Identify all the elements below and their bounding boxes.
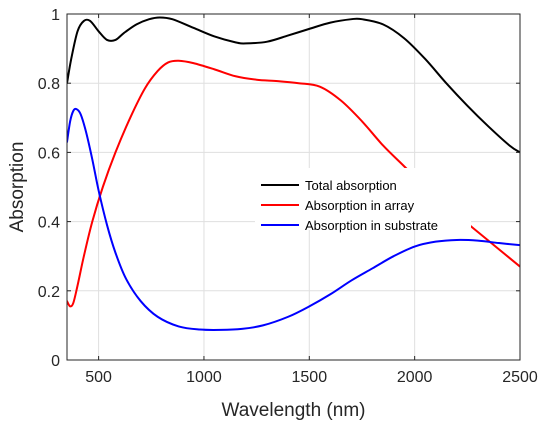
y-tick-label: 0.6 <box>38 145 60 162</box>
y-tick-label: 1 <box>51 7 60 24</box>
plot-area-border <box>66 13 521 361</box>
x-tick-label: 2500 <box>502 369 538 386</box>
legend-entry-total: Total absorption <box>261 178 397 193</box>
axis-ticks: 500 1000 1500 2000 2500 0 0.2 0.4 0.6 0.8 1 <box>38 7 538 386</box>
y-tick-label: 0.4 <box>38 215 60 232</box>
y-axis-label: Absorption <box>7 142 28 233</box>
x-tick-label: 1500 <box>292 369 328 386</box>
legend-entry-array: Absorption in array <box>261 198 415 213</box>
series-absorption-in-substrate <box>67 107 520 331</box>
y-tick-label: 0 <box>51 353 60 370</box>
legend-label: Absorption in array <box>305 198 415 213</box>
y-tick-label: 0.2 <box>38 284 60 301</box>
x-tick-label: 1000 <box>186 369 222 386</box>
legend: Total absorption Absorption in array Absor… <box>255 168 471 233</box>
legend-entry-substrate: Absorption in substrate <box>261 218 438 233</box>
series-total-absorption <box>67 16 520 154</box>
legend-label: Total absorption <box>305 178 397 193</box>
x-axis-label: Wavelength (nm) <box>222 400 366 421</box>
x-tick-label: 2000 <box>397 369 433 386</box>
y-tick-label: 0.8 <box>38 76 60 93</box>
x-tick-label: 500 <box>85 369 112 386</box>
legend-box <box>255 168 471 230</box>
legend-label: Absorption in substrate <box>305 218 438 233</box>
